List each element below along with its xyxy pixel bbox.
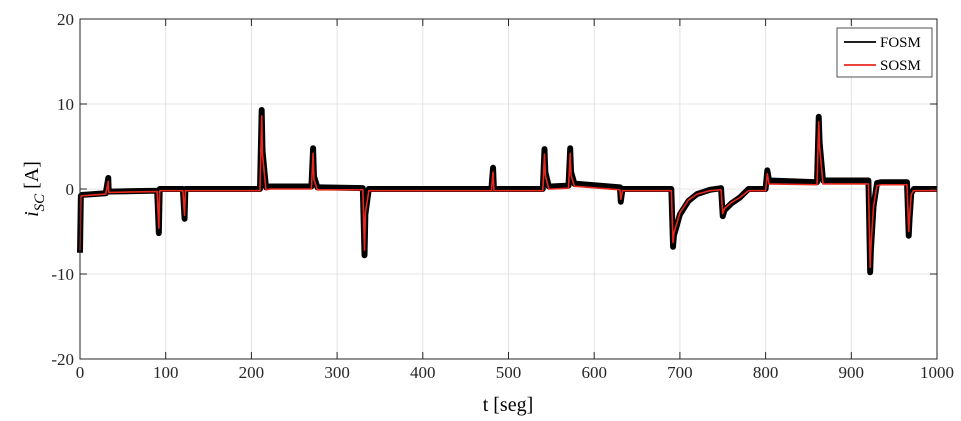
x-tick-label: 400 — [410, 363, 436, 382]
ticks — [79, 18, 938, 360]
y-axis-label-main: i — [21, 211, 43, 217]
x-tick-label: 200 — [239, 363, 265, 382]
y-tick-label: -20 — [51, 350, 74, 369]
x-tick-label: 0 — [76, 363, 85, 382]
legend-label-sosm: SOSM — [880, 58, 921, 74]
series-layer — [77, 106, 937, 276]
y-axis-label-subscript: SC — [32, 193, 48, 212]
y-tick-label: 0 — [66, 180, 75, 199]
y-axis-label-unit: [A] — [21, 161, 43, 194]
x-tick-label: 700 — [667, 363, 693, 382]
x-tick-label: 300 — [324, 363, 350, 382]
y-tick-label: 20 — [57, 10, 74, 29]
legend: FOSM SOSM — [836, 27, 933, 78]
x-tick-label: 500 — [496, 363, 522, 382]
x-tick-label: 100 — [153, 363, 179, 382]
legend-box — [836, 27, 933, 78]
x-tick-label: 800 — [753, 363, 779, 382]
x-axis-label: t [seg] — [483, 394, 534, 416]
tick-labels: 0 100 200 300 400 500 600 700 800 900 1000 -20 -10 0 1… — [51, 10, 954, 382]
y-tick-label: 10 — [57, 95, 74, 114]
y-tick-label: -10 — [51, 265, 74, 284]
y-axis-label: iSC [A] — [21, 161, 48, 217]
x-tick-label: 600 — [581, 363, 607, 382]
legend-label-fosm: FOSM — [880, 35, 921, 51]
series-line-sosm — [79, 115, 937, 269]
svg-text:iSC [A]: iSC [A] — [21, 161, 48, 217]
x-tick-label: 900 — [839, 363, 865, 382]
x-tick-label: 1000 — [920, 363, 954, 382]
